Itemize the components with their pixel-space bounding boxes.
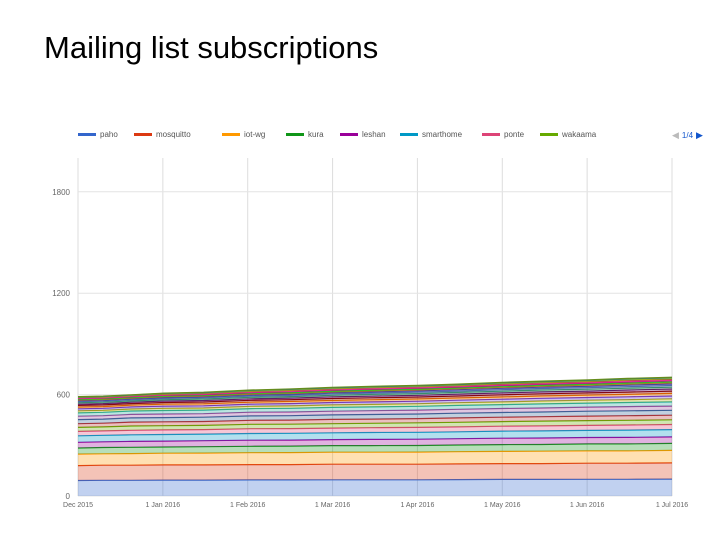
line-series-28: [77, 376, 673, 398]
x-tick-label: 1 Mar 2016: [315, 502, 351, 509]
legend-swatch: [540, 133, 558, 136]
area-series-12: [78, 401, 672, 417]
y-tick-label: 0: [66, 492, 71, 501]
chart-plot: 0 600 1200 1800 Dec 2015 1 Jan 2016 1 Feb 2016…: [52, 158, 688, 509]
stacked-area-chart: 0 600 1200 1800 Dec 2015 1 Jan 2016 1 Feb 2016…: [40, 120, 703, 520]
line-series-18: [77, 386, 673, 404]
area-ponte: [78, 424, 672, 436]
area-series-10: [78, 410, 672, 424]
area-leshan: [78, 436, 672, 448]
line-series-11: [77, 405, 673, 417]
area-kura: [78, 443, 672, 455]
x-tick-label: 1 Jan 2016: [146, 502, 181, 509]
area-mosquitto: [78, 462, 672, 481]
area-series-20: [78, 384, 672, 402]
area-series-14: [78, 396, 672, 411]
legend-label: smarthome: [422, 130, 463, 139]
x-tick-label: 1 Feb 2016: [230, 502, 266, 509]
line-series-13: [77, 398, 673, 412]
area-series-21: [78, 382, 672, 401]
line-series-12: [77, 401, 673, 414]
line-ponte: [77, 423, 673, 432]
line-series-19: [77, 384, 673, 403]
line-kura: [77, 442, 673, 449]
area-series-24: [78, 379, 672, 399]
legend-page-label: 1/4: [681, 131, 694, 140]
chart-legend: ◀ 1/4 ▶ paho mosquitto iot-wg kura leshan sma…: [78, 130, 703, 144]
area-series-13: [78, 398, 672, 413]
line-series-22: [77, 381, 673, 400]
line-smarthome: [77, 429, 673, 437]
legend-next-page-icon[interactable]: ▶: [696, 130, 703, 140]
line-leshan: [77, 436, 673, 443]
area-series-15: [78, 393, 672, 409]
legend-label: mosquitto: [156, 130, 191, 139]
legend-item-mosquitto[interactable]: mosquitto: [134, 130, 191, 139]
line-series-15: [77, 392, 673, 408]
legend-swatch: [78, 133, 96, 136]
legend-item-ponte[interactable]: ponte: [482, 130, 524, 139]
x-tick-label: Dec 2015: [63, 502, 93, 509]
legend-label: wakaama: [562, 130, 597, 139]
area-series-11: [78, 406, 672, 420]
legend-label: leshan: [362, 130, 386, 139]
legend-label: ponte: [504, 130, 525, 139]
x-tick-label: 1 Jun 2016: [570, 502, 605, 509]
legend-label: paho: [100, 130, 118, 139]
legend-label: kura: [308, 130, 324, 139]
area-series-16: [78, 391, 672, 408]
legend-pager: ◀ 1/4 ▶: [672, 130, 703, 141]
line-wakaama: [77, 419, 673, 428]
legend-swatch: [482, 133, 500, 136]
area-iot-wg: [78, 450, 672, 466]
area-series-17: [78, 389, 672, 406]
legend-swatch: [340, 133, 358, 136]
legend-item-paho[interactable]: paho: [78, 130, 118, 139]
y-tick-label: 1800: [52, 188, 70, 197]
area-series-9: [78, 415, 672, 428]
legend-label: iot-wg: [244, 130, 266, 139]
area-series-19: [78, 385, 672, 403]
x-tick-label: 1 Jul 2016: [656, 502, 688, 509]
legend-prev-page-icon[interactable]: ◀: [672, 130, 679, 140]
area-smarthome: [78, 429, 672, 443]
y-tick-label: 1200: [52, 289, 70, 298]
y-tick-label: 600: [57, 391, 71, 400]
legend-item-iot-wg[interactable]: iot-wg: [222, 130, 265, 139]
legend-swatch: [134, 133, 152, 136]
area-paho: [78, 479, 672, 496]
legend-item-wakaama[interactable]: wakaama: [540, 130, 596, 139]
line-series-16: [77, 390, 673, 406]
slide-title: Mailing list subscriptions: [44, 30, 379, 65]
legend-item-kura[interactable]: kura: [286, 130, 324, 139]
legend-swatch: [400, 133, 418, 136]
line-series-14: [77, 395, 673, 410]
line-series-10: [77, 409, 673, 421]
line-series-20: [77, 383, 673, 402]
area-wakaama: [78, 419, 672, 432]
legend-item-leshan[interactable]: leshan: [340, 130, 386, 139]
line-paho: [77, 478, 673, 482]
x-tick-label: 1 May 2016: [484, 502, 521, 509]
line-series-17: [77, 388, 673, 405]
area-series-22: [78, 381, 672, 400]
line-mosquitto: [77, 462, 673, 467]
legend-swatch: [222, 133, 240, 136]
x-tick-label: 1 Apr 2016: [400, 502, 434, 509]
line-series-9: [77, 414, 673, 425]
area-series-18: [78, 387, 672, 405]
legend-swatch: [286, 133, 304, 136]
legend-item-smarthome[interactable]: smarthome: [400, 130, 462, 139]
line-iot-wg: [77, 449, 673, 455]
